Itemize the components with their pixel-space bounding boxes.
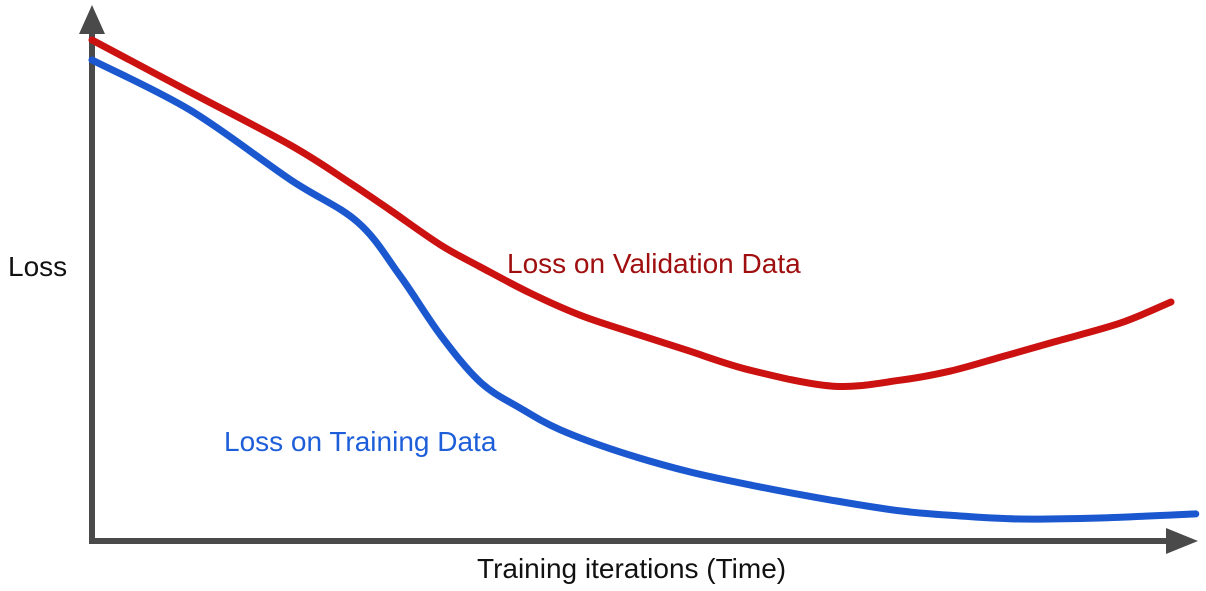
validation-loss-curve bbox=[88, 36, 1175, 391]
training-loss-curve bbox=[88, 56, 1200, 523]
y-axis-arrowhead bbox=[79, 5, 105, 34]
x-axis-arrowhead bbox=[1166, 528, 1198, 554]
y-axis-label: Loss bbox=[8, 251, 68, 282]
validation-series-label: Loss on Validation Data bbox=[507, 248, 801, 279]
training-series-label: Loss on Training Data bbox=[224, 426, 497, 457]
x-axis-label: Training iterations (Time) bbox=[477, 553, 787, 584]
